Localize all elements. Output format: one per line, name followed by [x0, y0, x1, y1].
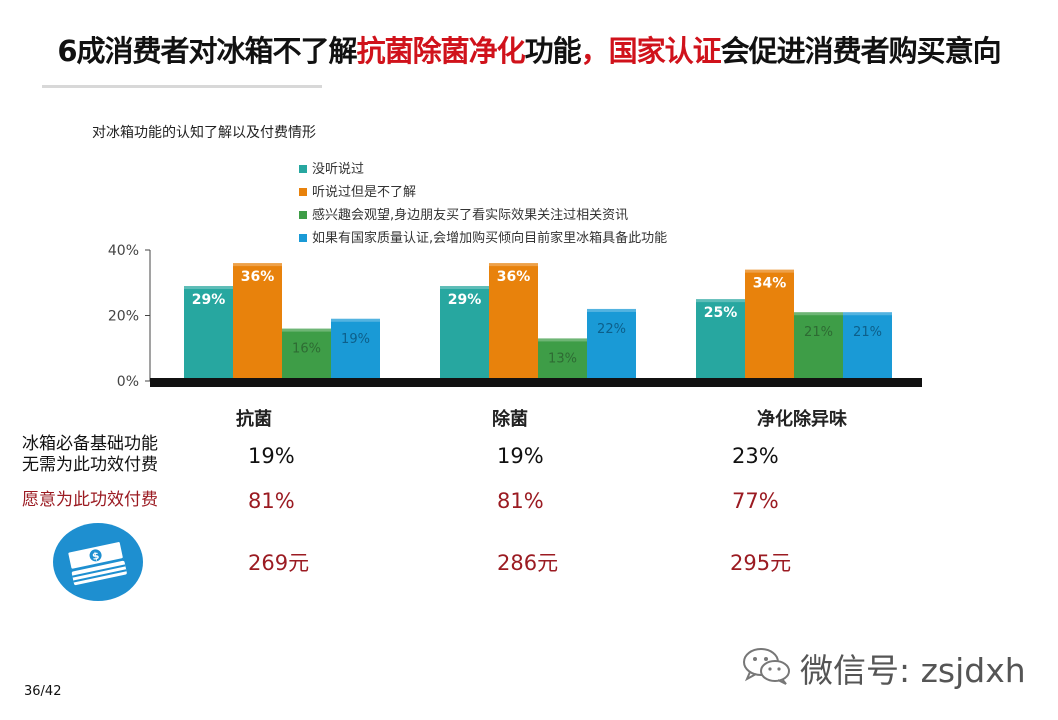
- y-tick-label: 20%: [108, 309, 139, 325]
- x-category-label: 净化除异味: [757, 408, 847, 430]
- bar-data-label: 29%: [192, 292, 226, 308]
- bar-data-label: 29%: [448, 292, 482, 308]
- bar-data-label: 16%: [292, 342, 321, 357]
- x-category-label: 抗菌: [236, 408, 272, 430]
- bar-highlight: [843, 312, 892, 316]
- bar-highlight: [696, 299, 745, 303]
- price-value: 269元: [248, 551, 310, 575]
- title-part-4: ，国家认证: [580, 34, 722, 68]
- bar: [440, 286, 489, 381]
- price-value: 286元: [497, 551, 559, 575]
- title-part-3: 功能: [524, 34, 582, 68]
- bar-highlight: [184, 286, 233, 290]
- x-axis-categories: 抗菌 除菌 净化除异味: [236, 408, 847, 430]
- bar: [794, 312, 843, 381]
- bar-data-label: 25%: [704, 305, 738, 321]
- x-category-label: 除菌: [492, 408, 528, 430]
- willing-pay-value: 81%: [497, 489, 544, 513]
- bar-highlight: [538, 338, 587, 342]
- bar-highlight: [282, 328, 331, 332]
- legend-swatch: [299, 165, 307, 173]
- bar: [331, 318, 380, 381]
- row-label-no-pay-line2: 无需为此功效付费: [22, 455, 158, 475]
- legend-swatch: [299, 234, 307, 242]
- title-part-5: 会促进消费者购买意向: [720, 34, 1002, 68]
- bar: [696, 299, 745, 381]
- legend-swatch: [299, 188, 307, 196]
- title-part-2: 抗菌除菌净化: [356, 34, 526, 68]
- bar: [489, 263, 538, 381]
- page-number: 36/42: [24, 684, 62, 699]
- title-part-1: 6成消费者对冰箱不了解: [57, 34, 357, 68]
- bar: [184, 286, 233, 381]
- legend-label: 听说过但是不了解: [312, 185, 416, 200]
- bar-highlight: [440, 286, 489, 290]
- y-axis: 0% 20% 40%: [108, 243, 151, 390]
- bar-highlight: [489, 263, 538, 267]
- bar: [745, 269, 794, 381]
- wechat-id-text: 微信号: zsjdxh: [800, 651, 1026, 690]
- row-label-no-pay-line1: 冰箱必备基础功能: [22, 434, 158, 454]
- chart-title: 对冰箱功能的认知了解以及付费情形: [92, 124, 316, 141]
- chart-bars: 29% 36% 16% 19% 29% 36% 13% 22% 25% 34% 21% 21%: [184, 263, 892, 381]
- no-pay-value: 19%: [248, 444, 295, 468]
- bar: [233, 263, 282, 381]
- bar-data-label: 36%: [497, 269, 531, 285]
- no-pay-value: 19%: [497, 444, 544, 468]
- bar-data-label: 19%: [341, 332, 370, 347]
- willing-pay-value: 81%: [248, 489, 295, 513]
- no-pay-value: 23%: [732, 444, 779, 468]
- willing-pay-value: 77%: [732, 489, 779, 513]
- bar-data-label: 13%: [548, 351, 577, 366]
- svg-text:$: $: [91, 551, 100, 563]
- bar-data-label: 36%: [241, 269, 275, 285]
- y-tick-label: 40%: [108, 243, 139, 259]
- x-axis-baseline: [150, 378, 922, 387]
- bar: [282, 328, 331, 381]
- legend-swatch: [299, 211, 307, 219]
- bar-highlight: [233, 263, 282, 267]
- wechat-icon: [742, 646, 792, 686]
- money-stack-icon: $: [52, 522, 144, 602]
- legend-label: 没听说过: [312, 162, 364, 177]
- bar-highlight: [331, 318, 380, 322]
- legend-label: 如果有国家质量认证,会增加购买倾向目前家里冰箱具备此功能: [312, 230, 667, 246]
- bar: [587, 308, 636, 381]
- bar-chart: 对冰箱功能的认知了解以及付费情形 没听说过听说过但是不了解感兴趣会观望,身边朋友…: [92, 124, 922, 430]
- bar-highlight: [745, 269, 794, 273]
- bar-data-label: 34%: [753, 276, 787, 292]
- row-label-no-pay: 冰箱必备基础功能 无需为此功效付费: [22, 434, 158, 476]
- row-label-willing-pay: 愿意为此功效付费: [22, 490, 158, 510]
- bar: [538, 338, 587, 381]
- bar-data-label: 21%: [853, 325, 882, 340]
- bar-data-label: 21%: [804, 325, 833, 340]
- y-tick-label: 0%: [117, 374, 139, 390]
- bar: [843, 312, 892, 381]
- price-value: 295元: [730, 551, 792, 575]
- title-underline: [42, 85, 322, 88]
- chart-legend: 没听说过听说过但是不了解感兴趣会观望,身边朋友买了看实际效果关注过相关资讯如果有…: [299, 162, 667, 246]
- legend-label: 感兴趣会观望,身边朋友买了看实际效果关注过相关资讯: [312, 207, 628, 223]
- bar-data-label: 22%: [597, 322, 626, 337]
- bar-highlight: [794, 312, 843, 316]
- page-title: 6成消费者对冰箱不了解抗菌除菌净化功能，国家认证会促进消费者购买意向: [0, 28, 1058, 70]
- bar-highlight: [587, 308, 636, 312]
